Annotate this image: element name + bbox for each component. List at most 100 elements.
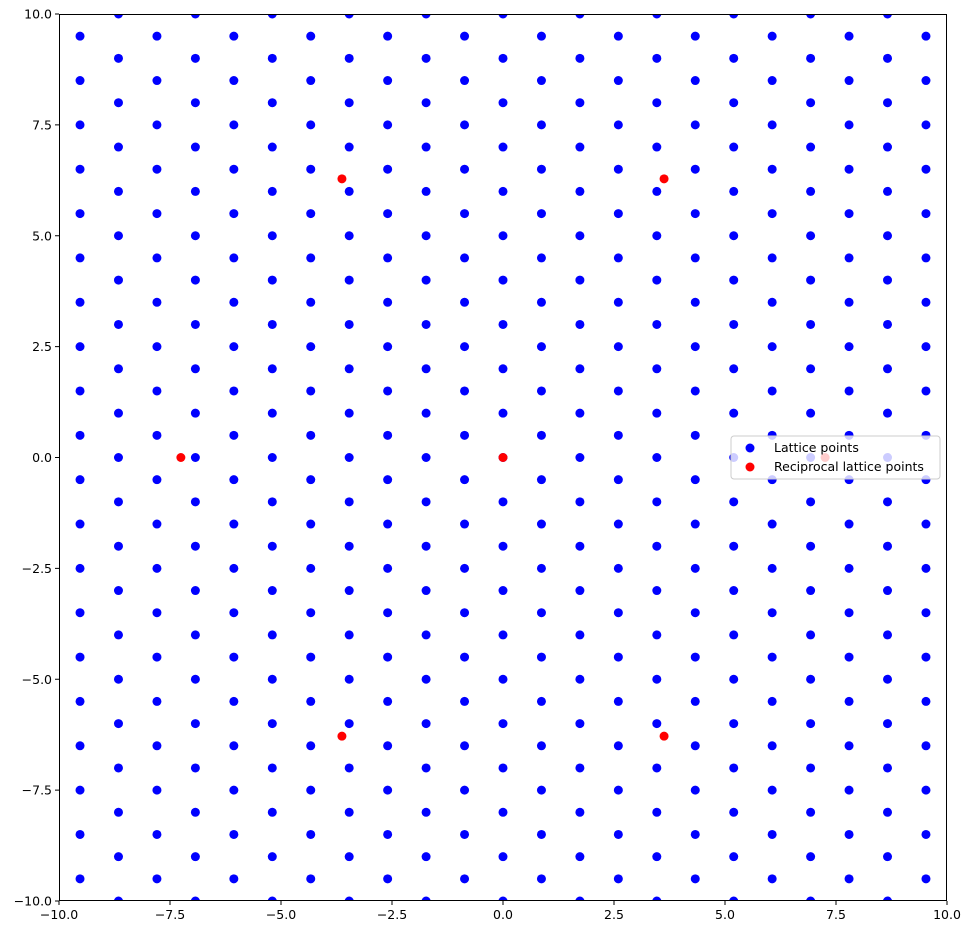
lattice-point bbox=[421, 896, 431, 901]
lattice-point bbox=[460, 297, 470, 307]
lattice-point bbox=[267, 497, 277, 507]
lattice-point bbox=[652, 497, 662, 507]
lattice-point bbox=[113, 807, 123, 817]
lattice-point bbox=[690, 342, 700, 352]
lattice-point bbox=[613, 696, 623, 706]
lattice-point bbox=[844, 652, 854, 662]
y-tick-label: 10.0 bbox=[24, 7, 52, 22]
lattice-point bbox=[498, 763, 508, 773]
lattice-point bbox=[575, 763, 585, 773]
lattice-point bbox=[75, 430, 85, 440]
lattice-point bbox=[844, 342, 854, 352]
lattice-point bbox=[690, 519, 700, 529]
lattice-point bbox=[844, 829, 854, 839]
lattice-point bbox=[152, 829, 162, 839]
lattice-point bbox=[806, 98, 816, 108]
lattice-point bbox=[267, 763, 277, 773]
lattice-point bbox=[498, 674, 508, 684]
lattice-point bbox=[767, 297, 777, 307]
lattice-point bbox=[344, 541, 354, 551]
lattice-point bbox=[652, 674, 662, 684]
lattice-point bbox=[190, 453, 200, 462]
lattice-point bbox=[613, 874, 623, 884]
lattice-point bbox=[421, 807, 431, 817]
lattice-point bbox=[921, 342, 931, 352]
lattice-point bbox=[152, 519, 162, 529]
lattice-point bbox=[113, 98, 123, 108]
lattice-point bbox=[383, 164, 393, 174]
lattice-point bbox=[652, 14, 662, 19]
lattice-point bbox=[806, 497, 816, 507]
lattice-point bbox=[152, 76, 162, 86]
lattice-point bbox=[806, 719, 816, 729]
lattice-point bbox=[844, 874, 854, 884]
lattice-point bbox=[383, 209, 393, 219]
lattice-point bbox=[344, 275, 354, 285]
y-tick-label: −10.0 bbox=[14, 894, 52, 909]
lattice-point bbox=[613, 652, 623, 662]
lattice-point bbox=[575, 497, 585, 507]
lattice-point bbox=[267, 852, 277, 862]
lattice-point bbox=[536, 519, 546, 529]
lattice-point bbox=[921, 608, 931, 618]
lattice-point bbox=[421, 497, 431, 507]
lattice-point bbox=[383, 519, 393, 529]
lattice-point bbox=[113, 586, 123, 596]
lattice-point bbox=[229, 608, 239, 618]
lattice-point bbox=[498, 497, 508, 507]
x-tick-label: 2.5 bbox=[604, 907, 624, 922]
lattice-point bbox=[190, 98, 200, 108]
lattice-point bbox=[806, 630, 816, 640]
lattice-point bbox=[729, 674, 739, 684]
lattice-point bbox=[921, 563, 931, 573]
lattice-point bbox=[575, 275, 585, 285]
lattice-point bbox=[152, 386, 162, 396]
lattice-point bbox=[536, 430, 546, 440]
lattice-point bbox=[536, 475, 546, 485]
lattice-point bbox=[344, 807, 354, 817]
lattice-point bbox=[536, 297, 546, 307]
lattice-point bbox=[75, 297, 85, 307]
lattice-point bbox=[844, 563, 854, 573]
lattice-point bbox=[498, 896, 508, 901]
lattice-point bbox=[844, 253, 854, 263]
lattice-point bbox=[921, 696, 931, 706]
lattice-point bbox=[460, 76, 470, 86]
lattice-point bbox=[344, 630, 354, 640]
lattice-point bbox=[536, 253, 546, 263]
lattice-point bbox=[75, 829, 85, 839]
lattice-point bbox=[421, 98, 431, 108]
lattice-point bbox=[267, 719, 277, 729]
lattice-point bbox=[498, 231, 508, 241]
lattice-point bbox=[344, 763, 354, 773]
lattice-point bbox=[306, 253, 316, 263]
lattice-point bbox=[806, 14, 816, 19]
lattice-point bbox=[690, 608, 700, 618]
lattice-point bbox=[421, 674, 431, 684]
lattice-point bbox=[113, 408, 123, 418]
lattice-point bbox=[460, 563, 470, 573]
lattice-point bbox=[75, 164, 85, 174]
lattice-point bbox=[536, 342, 546, 352]
lattice-point bbox=[613, 386, 623, 396]
lattice-point bbox=[806, 586, 816, 596]
lattice-point bbox=[921, 31, 931, 41]
lattice-point bbox=[806, 186, 816, 196]
lattice-point bbox=[229, 386, 239, 396]
lattice-point bbox=[75, 741, 85, 751]
lattice-point bbox=[613, 76, 623, 86]
lattice-point bbox=[536, 829, 546, 839]
lattice-point bbox=[229, 741, 239, 751]
lattice-point bbox=[883, 319, 893, 329]
lattice-point bbox=[613, 209, 623, 219]
lattice-point bbox=[844, 120, 854, 130]
lattice-point bbox=[613, 430, 623, 440]
lattice-point bbox=[921, 164, 931, 174]
lattice-point bbox=[498, 807, 508, 817]
lattice-point bbox=[383, 696, 393, 706]
legend-label-reciprocal: Reciprocal lattice points bbox=[774, 459, 924, 474]
lattice-point bbox=[229, 31, 239, 41]
lattice-point bbox=[536, 874, 546, 884]
lattice-point bbox=[152, 31, 162, 41]
reciprocal-lattice-point bbox=[659, 174, 669, 184]
